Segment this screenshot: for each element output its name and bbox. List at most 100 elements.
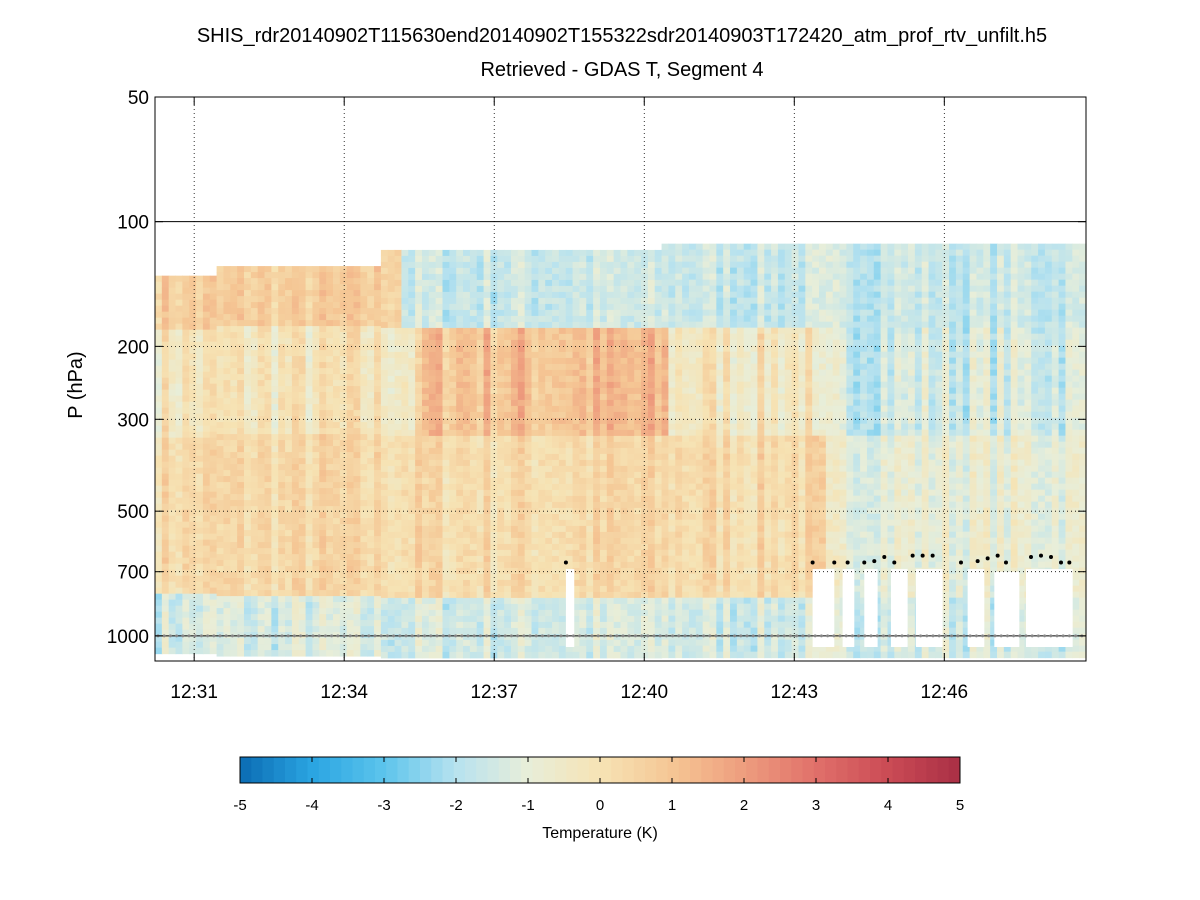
heatmap-cell [408,645,416,653]
heatmap-cell [497,369,505,377]
heatmap-cell [408,303,416,311]
heatmap-cell [415,645,423,653]
heatmap-cell [332,434,341,441]
heatmap-cell [271,290,279,297]
heatmap-cell [161,449,170,457]
heatmap-cell [243,590,252,597]
heatmap-cell [230,410,238,417]
heatmap-cell [524,483,533,491]
heatmap-cell [271,302,279,309]
heatmap-cell [360,620,368,627]
heatmap-cell [476,381,485,389]
heatmap-cell [408,423,416,431]
heatmap-cell [456,411,464,419]
heatmap-cell [654,633,663,641]
heatmap-cell [510,369,519,377]
heatmap-cell [490,579,498,587]
heatmap-cell [558,531,567,539]
heatmap-cell [565,321,574,329]
heatmap-cell [661,567,670,575]
heatmap-cell [387,609,396,617]
heatmap-cell [634,267,642,275]
heatmap-cell [504,525,512,533]
heatmap-cell [469,411,478,419]
heatmap-cell [552,501,560,509]
heatmap-cell [497,315,505,323]
heatmap-cell [538,249,546,257]
heatmap-cell [552,597,560,605]
heatmap-cell [442,519,450,527]
heatmap-cell [449,471,457,479]
heatmap-cell [380,291,389,299]
heatmap-cell [394,393,403,401]
heatmap-cell [531,345,539,353]
heatmap-cell [243,326,252,333]
heatmap-cell [326,638,334,645]
heatmap-cell [298,308,307,315]
heatmap-cell [380,261,389,269]
heatmap-cell [271,470,279,477]
heatmap-cell [209,347,218,355]
heatmap-cell [647,441,656,449]
heatmap-cell [490,303,498,311]
heatmap-cell [189,341,197,349]
heatmap-cell [497,573,505,581]
heatmap-cell [463,579,471,587]
heatmap-cell [326,608,334,615]
heatmap-cell [339,314,348,321]
heatmap-cell [476,561,485,569]
heatmap-cell [298,392,307,399]
heatmap-cell [599,471,608,479]
heatmap-cell [435,519,444,527]
heatmap-cell [620,639,628,647]
heatmap-cell [613,363,622,371]
heatmap-cell [579,597,587,605]
heatmap-cell [421,369,430,377]
heatmap-cell [271,518,279,525]
heatmap-cell [332,446,341,453]
heatmap-cell [647,567,656,575]
heatmap-cell [374,272,382,279]
heatmap-cell [661,597,670,605]
heatmap-cell [196,425,204,433]
heatmap-cell [538,477,546,485]
heatmap-cell [627,483,635,491]
heatmap-cell [593,609,601,617]
heatmap-cell [463,543,471,551]
heatmap-cell [278,596,286,603]
heatmap-cell [490,543,498,551]
heatmap-cell [237,596,245,603]
heatmap-cell [627,411,635,419]
heatmap-cell [661,291,670,299]
heatmap-cell [291,512,300,519]
heatmap-cell [483,387,492,395]
heatmap-cell [558,327,567,335]
heatmap-cell [202,413,211,421]
heatmap-cell [531,519,539,527]
heatmap-cell [196,521,204,529]
heatmap-cell [401,273,409,281]
heatmap-cell [428,495,437,503]
heatmap-cell [339,422,348,429]
heatmap-cell [319,326,327,333]
heatmap-cell [326,440,334,447]
heatmap-cell [586,489,594,497]
heatmap-cell [586,321,594,329]
heatmap-cell [155,545,163,553]
heatmap-cell [463,273,471,281]
heatmap-cell [442,459,450,467]
heatmap-cell [271,506,279,513]
heatmap-cell [586,273,594,281]
heatmap-cell [476,519,485,527]
heatmap-cell [449,519,457,527]
heatmap-cell [510,573,519,581]
heatmap-cell [442,375,450,383]
heatmap-cell [634,339,642,347]
heatmap-cell [524,261,533,269]
heatmap-cell [401,345,409,353]
heatmap-cell [415,537,423,545]
heatmap-cell [545,417,553,425]
heatmap-cell [469,561,478,569]
heatmap-cell [586,375,594,383]
heatmap-cell [367,452,375,459]
